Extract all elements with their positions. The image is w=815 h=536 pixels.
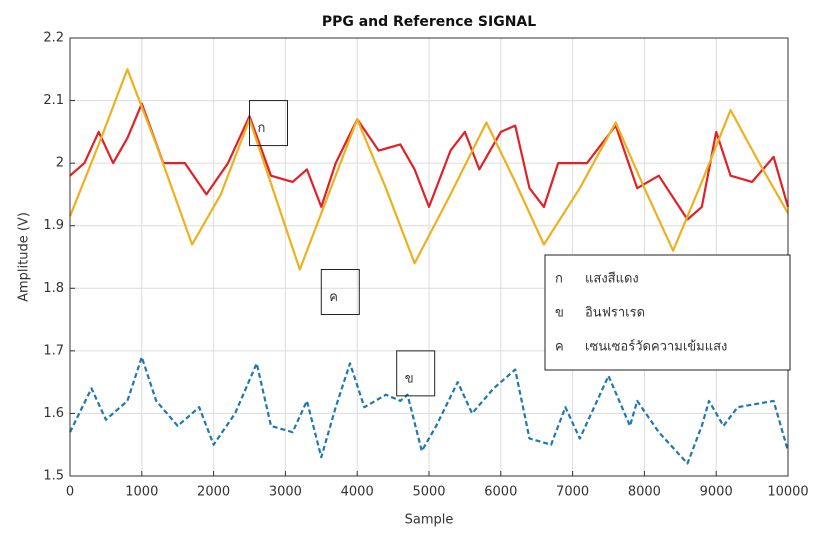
x-tick-label: 7000	[556, 485, 589, 500]
series-line	[69, 356, 790, 465]
annotation-box	[396, 350, 436, 397]
x-tick-label: 3000	[269, 485, 302, 500]
y-tick-label: 2.1	[43, 93, 64, 108]
x-tick-label: 1000	[125, 485, 158, 500]
x-tick-label: 5000	[412, 485, 445, 500]
x-axis-label: Sample	[405, 513, 454, 528]
legend-label: ก	[555, 272, 563, 287]
chart-title: PPG and Reference SIGNAL	[322, 14, 536, 30]
y-tick-label: 1.6	[43, 406, 64, 421]
legend-entry: แสงสีแดง	[585, 271, 639, 287]
series-line	[69, 102, 790, 221]
legend-label: ค	[555, 340, 564, 355]
annotation-text: ข	[405, 371, 414, 386]
x-tick-label: 2000	[197, 485, 230, 500]
x-tick-label: 0	[66, 485, 74, 500]
legend-entry: อินฟราเรด	[585, 306, 645, 321]
legend-box	[544, 254, 791, 371]
y-tick-label: 2.2	[43, 31, 64, 46]
annotation-text: ก	[258, 121, 266, 136]
y-tick-label: 2	[56, 156, 64, 171]
annotation-box	[320, 269, 360, 316]
x-tick-label: 4000	[341, 485, 374, 500]
y-tick-label: 1.7	[43, 343, 64, 358]
x-tick-label: 9000	[700, 485, 733, 500]
legend-label: ข	[555, 306, 564, 321]
y-tick-label: 1.8	[43, 281, 64, 296]
annotation-text: ค	[329, 290, 338, 305]
annotation-box	[249, 100, 288, 147]
y-tick-label: 1.9	[43, 218, 64, 233]
x-tick-label: 6000	[484, 485, 517, 500]
x-tick-label: 10000	[767, 485, 808, 500]
y-axis-label: Amplitude (V)	[17, 212, 32, 302]
legend-entry: เซนเซอร์วัดความเข้มแสง	[585, 339, 727, 355]
y-tick-label: 1.5	[43, 469, 64, 484]
x-tick-label: 8000	[628, 485, 661, 500]
series-line	[68, 68, 789, 271]
